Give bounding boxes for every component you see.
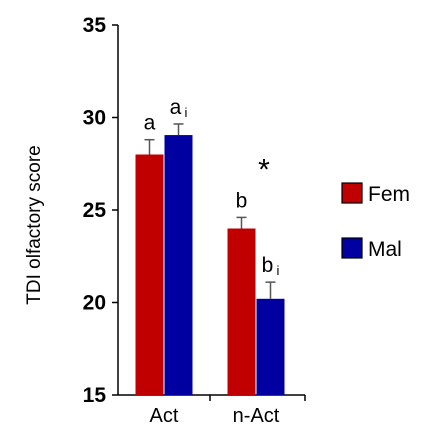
y-axis-label: TDI olfactory score xyxy=(24,145,45,304)
legend-swatch xyxy=(341,182,363,204)
y-tick-label: 30 xyxy=(83,107,106,130)
y-tick-label: 25 xyxy=(83,199,107,222)
significance-star: * xyxy=(258,153,270,186)
legend-label: Fem xyxy=(368,183,410,206)
legend-label: Mal xyxy=(368,238,402,261)
bar xyxy=(164,135,193,395)
bar-annotation: b xyxy=(262,254,274,277)
bar xyxy=(256,298,285,395)
bar-annotation: b xyxy=(236,189,248,212)
legend-swatch xyxy=(341,237,363,259)
bar-annotation: a xyxy=(170,96,182,119)
bar xyxy=(135,154,164,395)
bar-annotation-subscript: i xyxy=(185,105,188,120)
y-tick-label: 15 xyxy=(83,384,107,407)
y-tick-label: 35 xyxy=(83,14,107,37)
bar-annotation: a xyxy=(144,112,156,135)
y-tick-label: 20 xyxy=(83,292,106,315)
x-tick-label: Act xyxy=(150,405,179,427)
bar-annotation-subscript: i xyxy=(277,263,280,278)
x-tick-label: n-Act xyxy=(233,405,280,427)
bar xyxy=(227,228,256,395)
